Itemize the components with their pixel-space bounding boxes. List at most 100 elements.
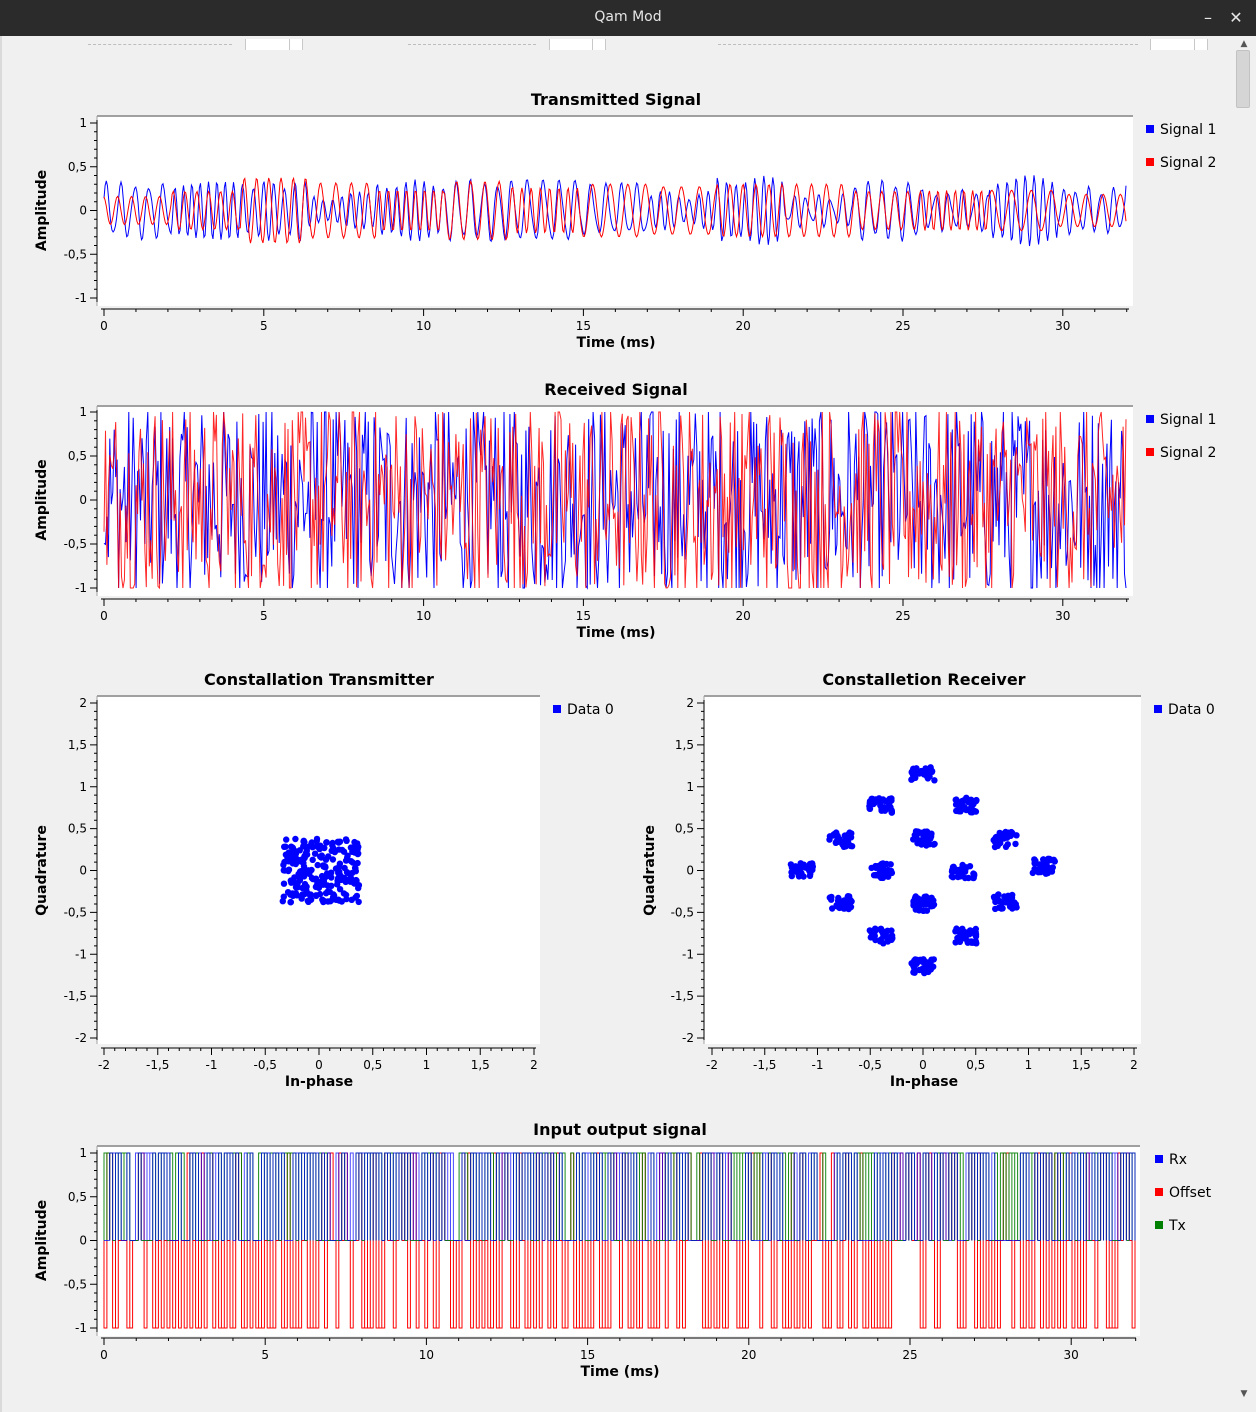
scatter-point xyxy=(921,839,928,846)
legend-swatch xyxy=(1146,448,1154,456)
scatter-point xyxy=(1006,903,1014,910)
y-tick-label: -1 xyxy=(75,291,87,305)
control-field-3[interactable] xyxy=(718,44,1138,49)
x-tick-label: 15 xyxy=(576,319,591,333)
scatter-point xyxy=(292,884,300,891)
plot-title: Input output signal xyxy=(533,1120,707,1139)
scatter-point xyxy=(911,897,919,904)
x-tick-label: 1,5 xyxy=(471,1058,490,1072)
scroll-down-icon[interactable]: ▼ xyxy=(1240,1389,1248,1399)
scatter-point xyxy=(881,797,888,804)
scatter-point xyxy=(826,894,833,901)
scatter-point xyxy=(888,795,895,802)
scatter-point xyxy=(995,904,1003,911)
legend-label: Signal 2 xyxy=(1160,445,1216,461)
scatter-point xyxy=(958,804,965,812)
series-signal-2-line xyxy=(103,411,1127,590)
scatter-point xyxy=(970,871,978,878)
close-button[interactable]: ✕ xyxy=(1229,8,1243,27)
scrollbar-thumb[interactable] xyxy=(1236,50,1250,108)
control-field-2[interactable] xyxy=(408,44,536,49)
scatter-point xyxy=(929,902,937,910)
scatter-point xyxy=(911,831,918,839)
scatter-point xyxy=(281,858,288,866)
scatter-point xyxy=(344,852,351,859)
scatter-point xyxy=(1008,894,1016,901)
scatter-point xyxy=(908,769,915,776)
scatter-point xyxy=(917,896,925,903)
scatter-point xyxy=(303,887,310,894)
y-tick-label: -1,5 xyxy=(671,989,694,1003)
scatter-point xyxy=(866,802,873,810)
x-tick-label: -2 xyxy=(98,1058,110,1072)
scatter-point xyxy=(334,881,341,888)
scatter-point xyxy=(313,892,320,899)
scatter-point xyxy=(959,861,966,869)
scatter-point xyxy=(912,906,919,913)
y-tick-label: 0,5 xyxy=(68,449,87,463)
scatter-point xyxy=(343,895,350,903)
scroll-up-icon[interactable]: ▲ xyxy=(1240,39,1248,49)
scatter-point xyxy=(878,805,885,813)
scatter-point xyxy=(848,843,856,850)
legend-label: Data 0 xyxy=(567,702,614,718)
x-tick-label: 5 xyxy=(261,1348,269,1362)
control-spinbox-2[interactable] xyxy=(549,39,606,50)
control-spinbox-3[interactable] xyxy=(1150,39,1208,50)
legend-label: Signal 1 xyxy=(1160,412,1216,428)
y-tick-label: 1 xyxy=(79,1146,87,1160)
scatter-point xyxy=(336,897,343,904)
x-tick-label: 1,5 xyxy=(1072,1058,1091,1072)
y-tick-label: -1 xyxy=(75,581,87,595)
scatter-point xyxy=(958,928,966,935)
y-tick-label: 0 xyxy=(79,864,87,878)
legend-label: Rx xyxy=(1169,1152,1187,1168)
y-axis-label: Amplitude xyxy=(34,1200,50,1281)
control-field-1[interactable] xyxy=(88,44,232,49)
x-tick-label: -2 xyxy=(706,1058,718,1072)
scatter-point xyxy=(283,836,290,843)
x-tick-label: 15 xyxy=(580,1348,595,1362)
scatter-point xyxy=(833,838,840,845)
scatter-point xyxy=(352,868,359,875)
x-tick-label: 10 xyxy=(419,1348,434,1362)
x-tick-label: 1 xyxy=(1025,1058,1033,1072)
constellation-transmitter-plot: Constallation Transmitter 2 1,5 1 0,5 0 -0,5 -1… xyxy=(34,670,614,1090)
scatter-point xyxy=(921,957,928,965)
x-tick-label: -0,5 xyxy=(859,1058,882,1072)
y-tick-label: 0,5 xyxy=(68,1190,87,1204)
scatter-point xyxy=(320,863,327,870)
scatter-point xyxy=(788,872,795,880)
scatter-point xyxy=(340,890,348,897)
scatter-point xyxy=(336,886,344,893)
x-tick-label: 0,5 xyxy=(966,1058,985,1072)
x-tick-label: -0,5 xyxy=(254,1058,277,1072)
scatter-point xyxy=(292,835,299,843)
scatter-point xyxy=(960,866,967,874)
scatter-point xyxy=(888,934,896,941)
y-tick-label: -0,5 xyxy=(671,905,694,919)
scatter-point xyxy=(965,798,972,806)
scatter-point xyxy=(293,892,301,899)
scatter-point xyxy=(926,841,933,848)
transmitted-signal-plot: Transmitted Signal 1 0,5 0 -0,5 -1 Amplitude 0 5… xyxy=(34,90,1216,351)
x-axis-label: Time (ms) xyxy=(576,335,655,351)
scatter-point xyxy=(1004,841,1011,848)
control-spinbox-1[interactable] xyxy=(245,39,303,50)
scatter-point xyxy=(916,769,924,776)
scatter-point xyxy=(334,875,342,882)
scatter-point xyxy=(829,832,837,839)
scatter-point xyxy=(949,867,956,874)
scatter-point xyxy=(318,852,325,859)
scatter-point xyxy=(280,893,287,900)
scatter-point xyxy=(872,936,879,944)
scatter-point xyxy=(318,878,325,885)
scatter-point xyxy=(327,898,334,905)
scatter-point xyxy=(837,902,845,910)
series-rx-line xyxy=(104,1152,1136,1241)
x-tick-label: 0 xyxy=(315,1058,323,1072)
minimize-button[interactable]: – xyxy=(1204,8,1212,27)
y-tick-label: -2 xyxy=(682,1031,694,1045)
vertical-scrollbar[interactable]: ▲ ▼ xyxy=(1232,36,1256,1412)
y-tick-label: 1,5 xyxy=(68,738,87,752)
